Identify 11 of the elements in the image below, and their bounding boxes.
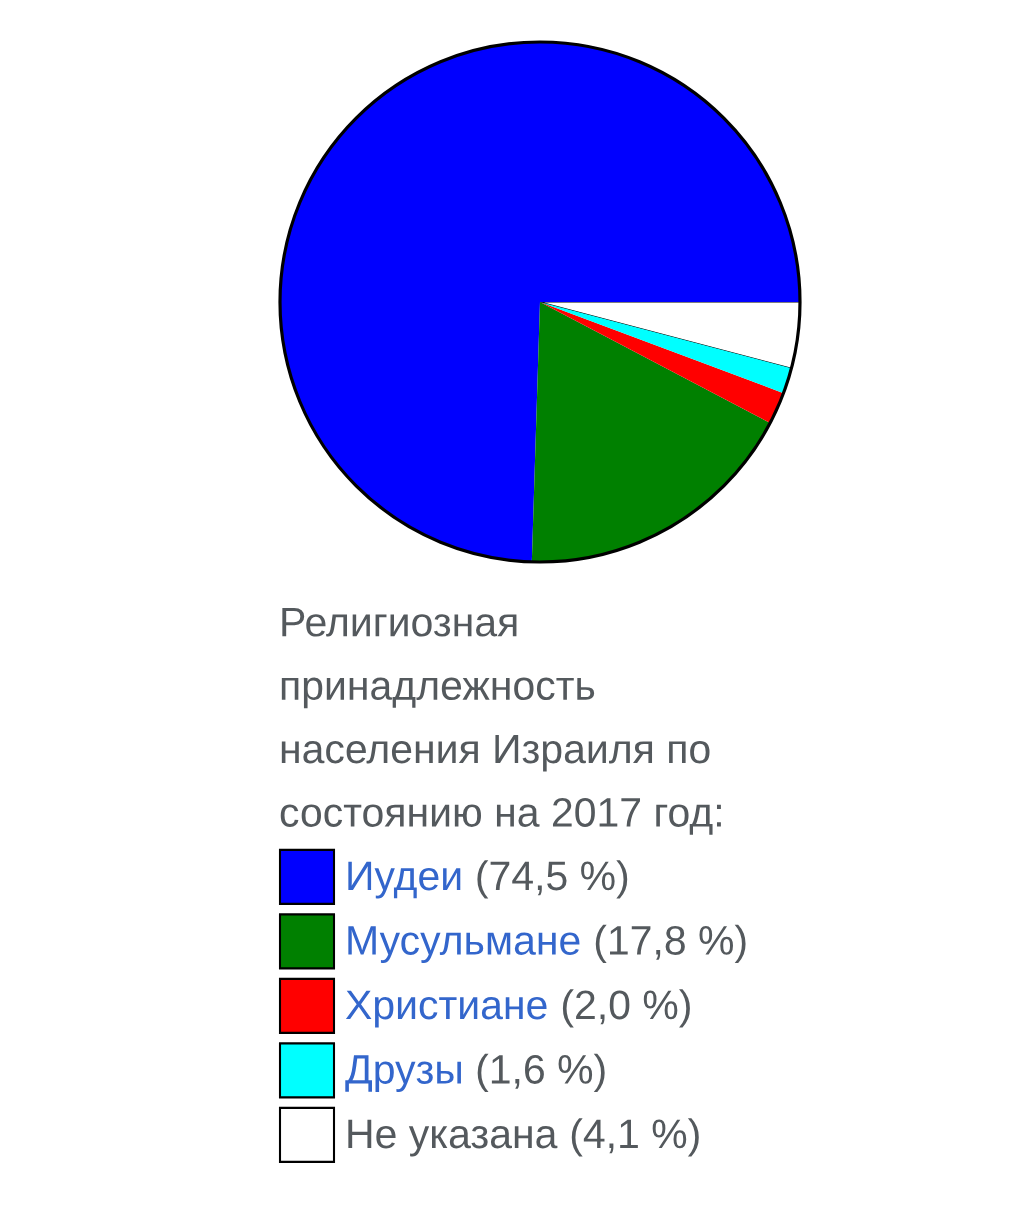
- legend-label: Христиане: [345, 990, 547, 1028]
- legend-label: Друзы: [345, 1055, 461, 1092]
- data-label: (1,6 %): [477, 1053, 605, 1092]
- data-label: (4,1 %): [571, 1118, 699, 1157]
- data-label: (74,5 %): [477, 860, 628, 899]
- data-label: (2,0 %): [562, 989, 690, 1028]
- legend-label: Не указана: [348, 1119, 558, 1157]
- legend-title: Религиозная принадлежность населения Израиля по состоянию на 2017 год:: [280, 608, 721, 835]
- legend-label: Мусульмане: [348, 926, 580, 963]
- data-label: (17,8 %): [595, 924, 746, 963]
- legend-label: Иудеи: [348, 861, 461, 899]
